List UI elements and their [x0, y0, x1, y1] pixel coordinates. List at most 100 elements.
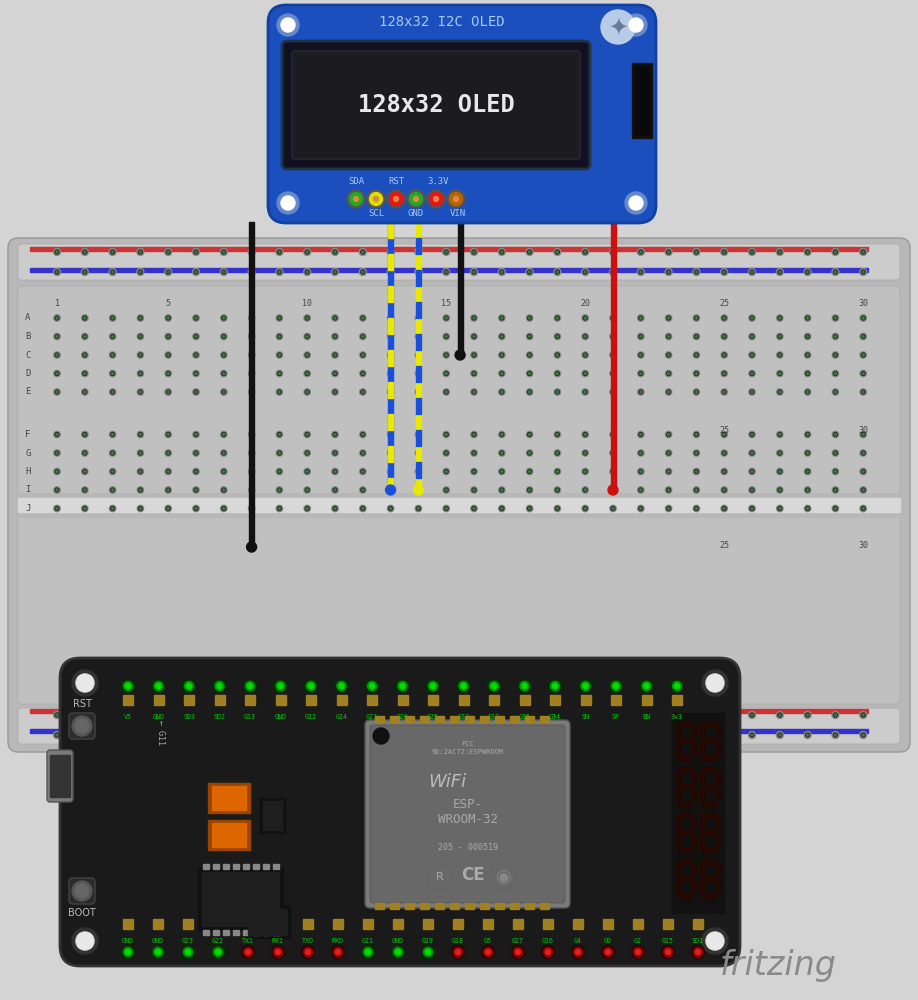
Circle shape: [584, 271, 587, 273]
Circle shape: [778, 470, 781, 473]
Bar: [457, 222, 463, 355]
Circle shape: [304, 370, 310, 377]
Circle shape: [806, 270, 810, 274]
Circle shape: [471, 431, 477, 438]
Circle shape: [249, 487, 255, 493]
Circle shape: [452, 946, 465, 958]
Circle shape: [250, 506, 253, 510]
Circle shape: [166, 713, 170, 717]
Circle shape: [278, 372, 281, 375]
Circle shape: [834, 470, 836, 473]
Circle shape: [223, 271, 225, 273]
Bar: [273, 919, 283, 929]
Circle shape: [331, 732, 339, 738]
Bar: [202, 872, 279, 926]
Bar: [215, 695, 225, 705]
Circle shape: [417, 488, 420, 492]
Circle shape: [222, 733, 226, 737]
Circle shape: [193, 352, 199, 358]
Circle shape: [834, 317, 836, 319]
Circle shape: [721, 370, 727, 377]
Circle shape: [702, 670, 728, 696]
Circle shape: [695, 489, 698, 491]
Circle shape: [834, 371, 837, 375]
Circle shape: [185, 682, 194, 690]
Circle shape: [164, 268, 172, 275]
Circle shape: [276, 352, 283, 358]
Circle shape: [583, 470, 588, 474]
Circle shape: [55, 250, 59, 254]
Circle shape: [576, 950, 580, 954]
Circle shape: [612, 489, 614, 491]
Circle shape: [751, 251, 753, 253]
Circle shape: [251, 271, 252, 273]
Circle shape: [696, 714, 698, 716]
Circle shape: [278, 734, 280, 736]
Circle shape: [583, 432, 588, 436]
Circle shape: [862, 391, 865, 393]
Circle shape: [667, 489, 670, 491]
Circle shape: [415, 389, 421, 395]
Circle shape: [307, 271, 308, 273]
Circle shape: [112, 714, 114, 716]
Circle shape: [214, 948, 222, 956]
Text: fritzing: fritzing: [720, 948, 837, 982]
Circle shape: [165, 450, 172, 456]
Circle shape: [500, 317, 503, 319]
Text: ✦: ✦: [608, 15, 628, 39]
Circle shape: [139, 733, 142, 737]
Circle shape: [612, 317, 614, 319]
Circle shape: [666, 451, 671, 455]
Circle shape: [111, 335, 114, 338]
Text: GND: GND: [274, 714, 286, 720]
Circle shape: [528, 316, 532, 320]
Circle shape: [56, 372, 58, 375]
Circle shape: [427, 190, 445, 208]
Bar: [672, 695, 682, 705]
Circle shape: [666, 270, 671, 274]
Circle shape: [248, 684, 252, 688]
Circle shape: [555, 713, 559, 717]
Circle shape: [140, 372, 141, 375]
Circle shape: [82, 333, 88, 340]
Circle shape: [250, 371, 253, 375]
Bar: [203, 864, 209, 869]
Circle shape: [608, 485, 618, 495]
Circle shape: [194, 250, 198, 254]
Circle shape: [194, 733, 198, 737]
Circle shape: [610, 352, 616, 358]
Circle shape: [499, 334, 504, 338]
Circle shape: [362, 335, 364, 338]
Circle shape: [611, 270, 615, 274]
Circle shape: [583, 713, 588, 717]
Circle shape: [833, 431, 839, 438]
Circle shape: [276, 431, 283, 438]
Circle shape: [333, 432, 337, 436]
Circle shape: [56, 452, 58, 454]
Circle shape: [542, 946, 554, 958]
Bar: [676, 817, 680, 829]
Circle shape: [56, 271, 58, 273]
Circle shape: [193, 450, 199, 456]
Circle shape: [220, 450, 227, 456]
Circle shape: [418, 372, 420, 375]
Text: J: J: [26, 504, 30, 513]
Circle shape: [862, 317, 865, 319]
Circle shape: [367, 190, 385, 208]
Circle shape: [277, 250, 282, 254]
Circle shape: [632, 946, 644, 958]
Text: VIN: VIN: [450, 209, 466, 218]
Circle shape: [443, 487, 450, 493]
Circle shape: [387, 431, 394, 438]
Bar: [428, 695, 438, 705]
Circle shape: [443, 505, 450, 512]
Bar: [416, 430, 420, 446]
Bar: [663, 919, 673, 929]
Circle shape: [373, 728, 389, 744]
Bar: [540, 903, 549, 909]
Circle shape: [807, 489, 809, 491]
Circle shape: [583, 488, 588, 492]
Circle shape: [526, 248, 533, 255]
Circle shape: [304, 431, 310, 438]
Circle shape: [471, 315, 477, 321]
